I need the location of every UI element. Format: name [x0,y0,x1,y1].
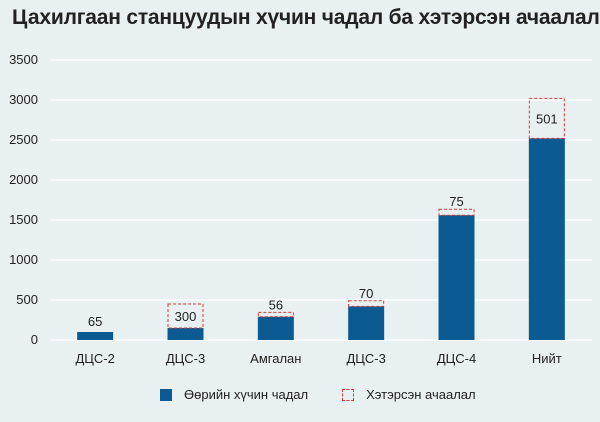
data-label: 501 [536,111,558,126]
data-label: 75 [449,194,463,209]
y-tick-label: 2500 [9,132,38,147]
y-tick-label: 1500 [9,212,38,227]
legend-swatch-overload [342,388,355,401]
bar-capacity [348,306,385,340]
bar-capacity [167,328,204,340]
x-tick-label: ДЦС-3 [166,351,205,366]
legend-item-capacity: Өөрийн хүчин чадал [160,387,308,402]
chart-title: Цахилгаан станцуудын хүчин чадал ба хэтэ… [12,6,600,29]
x-tick-label: ДЦС-4 [437,351,476,366]
y-tick-label: 0 [31,332,38,347]
legend-label-capacity: Өөрийн хүчин чадал [184,387,309,402]
data-label: 300 [175,309,197,324]
y-tick-label: 500 [16,292,38,307]
y-tick-label: 3500 [9,52,38,67]
bar-overload [438,208,475,216]
legend-item-overload: Хэтэрсэн ачаалал [342,387,476,402]
bar-overload [167,303,204,329]
bar-overload [257,311,294,318]
data-label: 65 [88,314,102,329]
bar-capacity [77,332,114,340]
bar-overload [348,300,385,307]
y-tick-label: 2000 [9,172,38,187]
y-tick-label: 1000 [9,252,38,267]
data-label: 56 [269,297,283,312]
y-tick-label: 3000 [9,92,38,107]
x-tick-label: ДЦС-3 [346,351,385,366]
chart-legend: Өөрийн хүчин чадал Хэтэрсэн ачаалал [160,387,510,402]
bar-capacity [257,316,294,340]
legend-swatch-capacity [160,388,172,401]
bar-capacity [438,215,475,340]
x-tick-label: ДЦС-2 [75,351,114,366]
bar-overload [528,97,565,139]
bar-capacity [528,138,565,340]
data-label: 70 [359,286,373,301]
legend-label-overload: Хэтэрсэн ачаалал [366,387,476,402]
x-tick-label: Нийт [532,351,562,366]
x-tick-label: Амгалан [250,351,301,366]
